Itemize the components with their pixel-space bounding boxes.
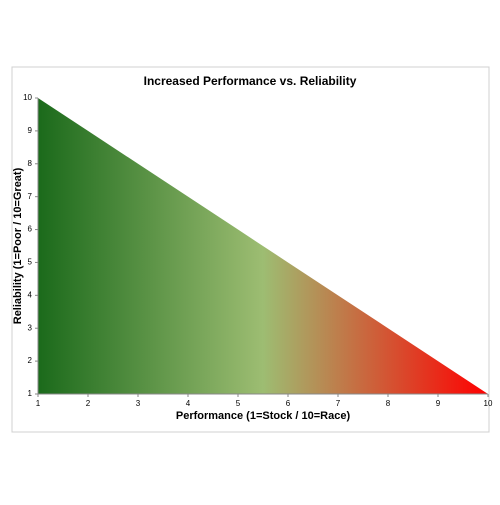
y-tick-label: 2: [28, 356, 33, 365]
y-tick-label: 3: [28, 323, 33, 332]
x-axis-label: Performance (1=Stock / 10=Race): [176, 410, 351, 422]
y-tick-label: 6: [28, 225, 33, 234]
y-tick-label: 9: [28, 126, 33, 135]
x-tick-label: 7: [336, 399, 341, 408]
y-tick-label: 10: [23, 93, 32, 102]
x-tick-label: 8: [386, 399, 391, 408]
x-tick-label: 1: [36, 399, 41, 408]
x-tick-label: 4: [186, 399, 191, 408]
chart-title: Increased Performance vs. Reliability: [144, 74, 357, 88]
x-tick-label: 6: [286, 399, 291, 408]
y-axis-label: Reliability (1=Poor / 10=Great): [12, 167, 24, 324]
y-tick-label: 1: [28, 389, 33, 398]
x-tick-label: 9: [436, 399, 441, 408]
y-tick-label: 5: [28, 258, 33, 267]
y-tick-label: 8: [28, 159, 33, 168]
x-tick-label: 2: [86, 399, 91, 408]
y-tick-label: 4: [28, 290, 33, 299]
x-tick-label: 10: [484, 399, 493, 408]
y-tick-label: 7: [28, 192, 33, 201]
x-tick-label: 3: [136, 399, 141, 408]
area: [38, 98, 488, 394]
x-tick-label: 5: [236, 399, 241, 408]
